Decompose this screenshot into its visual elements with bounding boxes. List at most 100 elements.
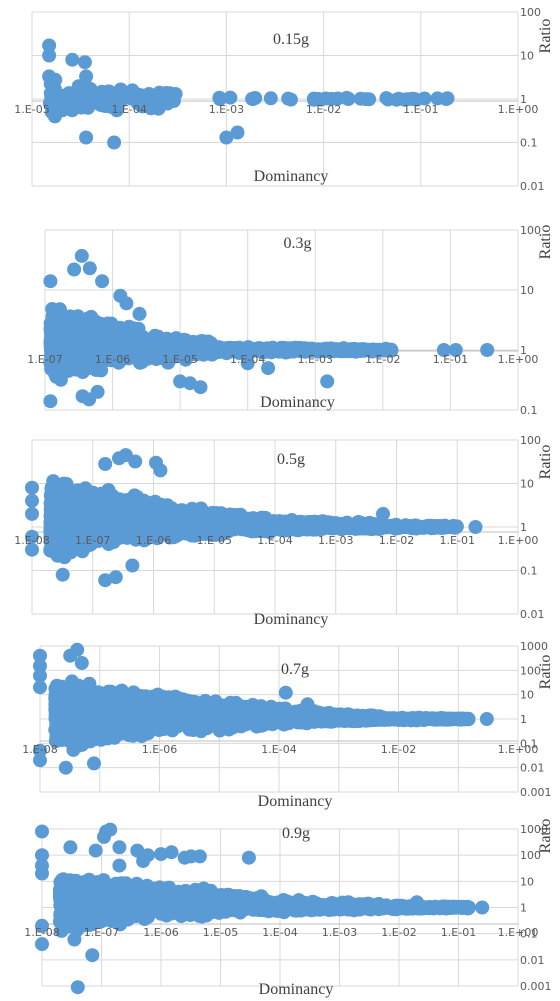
x-tick-label: 1.E-01 <box>433 353 468 366</box>
data-point <box>43 394 58 409</box>
data-point <box>132 306 147 321</box>
data-point <box>198 521 213 536</box>
data-point <box>63 545 78 560</box>
y-tick-label: 0.1 <box>520 404 538 417</box>
data-point <box>210 341 225 356</box>
x-tick-labels: 1.E-07 1.E-06 1.E-05 1.E-04 1.E-03 1.E-02 1.E-… <box>27 353 538 366</box>
data-point <box>47 81 62 96</box>
y-tick-labels: 0.1 1 10 100 <box>520 224 541 417</box>
x-tick-label: 1.E-01 <box>403 103 438 116</box>
data-point <box>119 296 134 311</box>
x-tick-label: 1.E-04 <box>111 103 146 116</box>
data-point <box>77 360 92 374</box>
data-point <box>65 52 80 67</box>
data-point <box>86 87 101 102</box>
data-point <box>320 374 335 389</box>
scatter-chart-0p3g: 1.E-07 1.E-06 1.E-05 1.E-04 1.E-03 1.E-02 1.E-… <box>27 224 554 417</box>
data-point <box>240 356 255 371</box>
data-point <box>61 505 76 520</box>
y-tick-label: 1 <box>520 344 527 357</box>
data-point <box>107 135 122 150</box>
series-points <box>25 448 483 588</box>
series-points <box>43 248 495 409</box>
data-point <box>74 248 89 263</box>
data-point <box>101 333 116 348</box>
data-point <box>42 69 57 84</box>
data-point <box>138 514 153 529</box>
data-point <box>53 372 68 387</box>
data-point <box>95 274 110 289</box>
data-point <box>252 341 267 355</box>
data-point <box>379 91 394 106</box>
x-tick-labels: 1.E-05 1.E-04 1.E-03 1.E-02 1.E-01 1.E+00 <box>14 103 538 116</box>
data-point <box>50 522 65 537</box>
data-point <box>50 345 65 360</box>
y-tick-label: 0.1 <box>520 137 538 150</box>
data-point <box>77 55 92 70</box>
data-point <box>168 87 183 101</box>
chart-title: 0.15g <box>273 31 309 48</box>
data-point <box>94 98 109 113</box>
data-point <box>311 92 326 106</box>
data-point <box>90 384 105 399</box>
data-point <box>417 91 432 106</box>
data-point <box>105 494 120 509</box>
data-point <box>67 262 82 277</box>
data-point <box>44 492 59 507</box>
data-point <box>77 326 92 340</box>
data-point <box>230 125 245 140</box>
data-point <box>193 380 208 395</box>
x-tick-label: 1.E+00 <box>498 103 539 116</box>
data-point <box>178 346 193 361</box>
data-point <box>65 321 79 336</box>
y-tick-label: 1 <box>520 93 527 106</box>
data-point <box>79 130 94 145</box>
data-point <box>82 520 97 535</box>
data-point <box>151 87 166 102</box>
data-point <box>312 342 327 357</box>
data-point <box>44 105 59 120</box>
data-point <box>59 334 74 349</box>
data-point <box>381 343 395 358</box>
x-tick-label: 1.E-03 <box>298 353 333 366</box>
x-tick-label: 1.E-05 <box>14 103 49 116</box>
data-point <box>183 376 197 391</box>
data-point <box>328 342 343 357</box>
x-tick-label: 1.E+00 <box>498 353 539 366</box>
x-tick-label: 1.E-02 <box>365 353 400 366</box>
y-tick-label: 100 <box>520 224 541 237</box>
x-axis-label: Dominancy <box>254 168 329 185</box>
data-point <box>160 344 175 359</box>
data-point <box>340 342 355 357</box>
x-tick-label: 1.E-06 <box>95 353 130 366</box>
y-axis-label: Ratio <box>537 19 554 54</box>
data-point <box>341 91 356 106</box>
x-tick-label: 1.E-07 <box>27 353 62 366</box>
data-point <box>212 92 227 106</box>
data-point <box>366 343 381 357</box>
data-point <box>185 513 200 528</box>
data-point <box>133 89 147 104</box>
chart-panel-0p15g: 1.E-05 1.E-04 1.E-03 1.E-02 1.E-01 1.E+00 0.01… <box>0 0 560 200</box>
data-point <box>480 343 495 357</box>
data-point <box>223 90 238 105</box>
data-point <box>263 91 278 106</box>
x-tick-label: 1.E-03 <box>209 103 244 116</box>
chart-panel-0p3g: 1.E-07 1.E-06 1.E-05 1.E-04 1.E-03 1.E-02 1.E-… <box>0 214 560 420</box>
data-point <box>167 518 182 533</box>
data-point <box>448 343 463 357</box>
data-point <box>44 355 59 370</box>
data-point <box>123 324 138 339</box>
data-point <box>261 361 276 376</box>
data-point <box>101 84 116 99</box>
chart-panel-0p5g: 1.E-08 1.E-07 1.E-06 1.E-05 1.E-04 1.E-03 1.E-… <box>0 428 560 632</box>
y-tick-label: 0.01 <box>520 180 545 193</box>
data-point <box>42 48 57 63</box>
x-axis-label: Dominancy <box>260 394 335 411</box>
data-point <box>43 543 58 558</box>
data-point <box>69 523 84 538</box>
y-tick-label: 10 <box>520 284 534 297</box>
data-point <box>362 92 377 107</box>
data-point <box>210 517 225 532</box>
data-point <box>151 101 166 116</box>
